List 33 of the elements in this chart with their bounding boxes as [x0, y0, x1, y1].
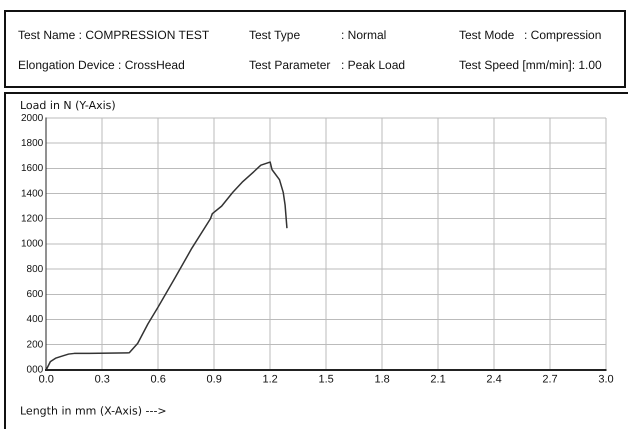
y-tick-label: 400 — [26, 314, 44, 326]
y-tick-label: 1400 — [20, 188, 44, 200]
y-tick-label: 1200 — [20, 213, 44, 224]
y-tick-label: 2000 — [20, 112, 44, 124]
text: Test Name : COMPRESSION TEST — [18, 28, 210, 42]
y-tick-label: 200 — [26, 339, 44, 350]
text: Elongation Device : CrossHead — [18, 58, 185, 72]
text: : Normal — [341, 28, 386, 42]
x-tick-label: 0.9 — [206, 373, 222, 386]
y-tick-label: 000 — [26, 364, 44, 376]
y-tick-label: 600 — [26, 289, 44, 300]
x-axis-title: Length in mm (X-Axis) ---> — [20, 404, 167, 418]
y-tick-label: 1000 — [20, 238, 44, 250]
y-tick-label: 800 — [26, 264, 44, 275]
y-tick-label: 1600 — [20, 163, 44, 174]
x-tick-label: 3.0 — [598, 373, 614, 386]
x-tick-label: 1.5 — [318, 373, 334, 386]
x-tick-label: 0.3 — [94, 373, 110, 386]
text: Test Mode — [459, 28, 514, 42]
y-tick-label: 1800 — [20, 138, 44, 149]
text: Test Speed [mm/min]: 1.00 — [459, 58, 602, 72]
text: : Compression — [524, 28, 602, 42]
text: : Peak Load — [341, 58, 406, 72]
text: Test Type — [249, 28, 300, 42]
x-tick-label: 2.4 — [486, 373, 502, 386]
y-axis-title: Load in N (Y-Axis) — [20, 98, 116, 112]
x-tick-label: 0.6 — [150, 373, 166, 386]
text: Test Parameter — [249, 58, 330, 72]
x-tick-label: 2.1 — [430, 373, 446, 386]
x-tick-label: 0.0 — [38, 373, 54, 386]
x-tick-label: 1.8 — [374, 373, 390, 386]
x-tick-label: 2.7 — [542, 373, 558, 386]
x-tick-label: 1.2 — [262, 373, 278, 386]
